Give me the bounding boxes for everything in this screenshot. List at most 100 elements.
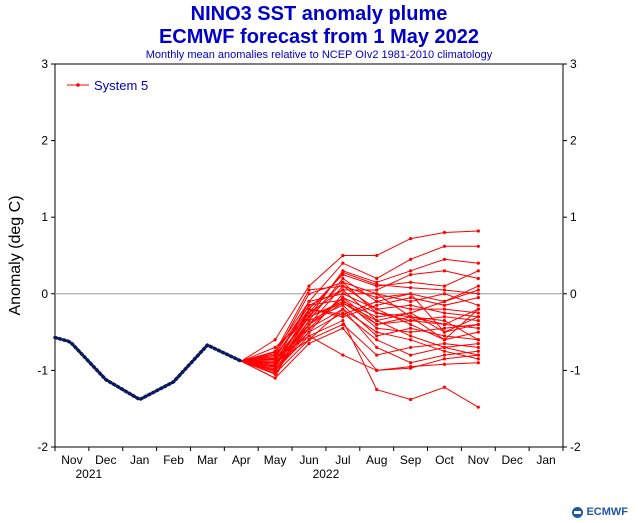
forecast-point <box>476 311 480 315</box>
forecast-point <box>442 330 447 334</box>
forecast-point <box>409 286 413 290</box>
forecast-member-line <box>241 271 479 367</box>
forecast-point <box>273 361 277 365</box>
forecast-member-line <box>241 281 479 368</box>
x-month-label: Jan <box>130 453 149 467</box>
x-month-label: Oct <box>435 453 454 467</box>
forecast-point <box>409 292 413 296</box>
forecast-point <box>476 345 480 350</box>
x-month-label: Mar <box>197 453 218 467</box>
forecast-point <box>409 330 413 334</box>
forecast-point <box>341 296 345 300</box>
forecast-point <box>307 341 311 346</box>
forecast-point <box>307 334 311 338</box>
forecast-point <box>442 341 447 346</box>
forecast-point <box>375 303 379 307</box>
forecast-point <box>409 257 413 261</box>
forecast-point <box>476 292 480 296</box>
forecast-point <box>476 269 480 273</box>
forecast-member-line <box>241 323 479 375</box>
forecast-point <box>341 292 345 296</box>
forecast-point <box>307 330 311 334</box>
forecast-point <box>476 303 480 307</box>
forecast-point <box>273 356 277 360</box>
chart-title: NINO3 SST anomaly plume <box>190 3 448 25</box>
forecast-point <box>375 334 379 338</box>
forecast-point <box>442 334 447 338</box>
forecast-point <box>273 350 277 354</box>
forecast-point <box>307 322 311 327</box>
forecast-point <box>375 345 379 350</box>
forecast-point <box>375 283 379 287</box>
forecast-point <box>442 269 447 273</box>
forecast-point <box>273 338 277 342</box>
forecast-point <box>442 244 447 248</box>
x-month-label: Dec <box>502 453 523 467</box>
forecast-point <box>442 315 447 319</box>
forecast-point <box>307 326 311 330</box>
forecast-point <box>476 288 480 292</box>
forecast-member-line <box>241 270 479 362</box>
forecast-point <box>341 315 345 319</box>
forecast-point <box>341 319 345 323</box>
forecast-point <box>307 338 311 342</box>
x-month-label: Jan <box>536 453 555 467</box>
forecast-point <box>341 261 345 265</box>
forecast-point <box>375 296 379 300</box>
forecast-point <box>476 405 480 409</box>
forecast-point <box>442 292 447 296</box>
forecast-point <box>442 385 447 389</box>
forecast-point <box>341 303 345 307</box>
forecast-point <box>375 315 379 319</box>
chart-note: Monthly mean anomalies relative to NCEP … <box>145 49 493 61</box>
forecast-point <box>476 341 480 346</box>
forecast-point <box>409 237 413 241</box>
forecast-point <box>307 288 311 292</box>
forecast-point <box>375 330 379 334</box>
plot-frame <box>54 63 564 448</box>
forecast-point <box>341 284 345 288</box>
forecast-point <box>375 368 379 372</box>
forecast-point <box>442 230 447 235</box>
forecast-point <box>375 292 379 296</box>
forecast-point <box>307 299 311 304</box>
forecast-point <box>409 334 413 338</box>
forecast-point <box>307 311 311 315</box>
forecast-point <box>476 357 480 361</box>
forecast-point <box>375 253 379 258</box>
forecast-member-line <box>241 304 479 373</box>
ecmwf-logo-icon <box>572 506 584 518</box>
y-tick-label-left: 0 <box>41 287 48 301</box>
y-tick-label-right: -1 <box>570 363 581 377</box>
forecast-point <box>375 311 379 315</box>
y-axis-label: Anomaly (deg C) <box>7 195 24 315</box>
forecast-point <box>409 303 413 307</box>
forecast-point <box>375 288 379 292</box>
forecast-point <box>476 284 480 288</box>
forecast-member-line <box>241 230 479 362</box>
forecast-point <box>442 303 447 307</box>
forecast-point <box>341 270 345 274</box>
x-month-label: Nov <box>61 453 82 467</box>
forecast-point <box>307 292 311 296</box>
forecast-point <box>476 296 480 300</box>
y-tick-label-right: 0 <box>570 287 577 301</box>
x-month-label: Sep <box>400 453 422 467</box>
forecast-point <box>273 345 277 350</box>
y-tick-label-left: -1 <box>37 363 48 377</box>
forecast-point <box>341 276 345 281</box>
forecast-point <box>273 365 277 369</box>
forecast-point <box>442 326 447 330</box>
forecast-member-line <box>241 285 479 375</box>
forecast-point <box>341 288 345 292</box>
forecast-point <box>442 338 447 342</box>
forecast-point <box>307 307 311 311</box>
y-tick-label-right: 1 <box>570 210 577 224</box>
x-month-label: Aug <box>366 453 387 467</box>
forecast-point <box>409 361 413 365</box>
forecast-point <box>409 326 413 330</box>
forecast-point <box>476 361 480 365</box>
forecast-point <box>409 397 413 402</box>
forecast-point <box>409 338 413 342</box>
